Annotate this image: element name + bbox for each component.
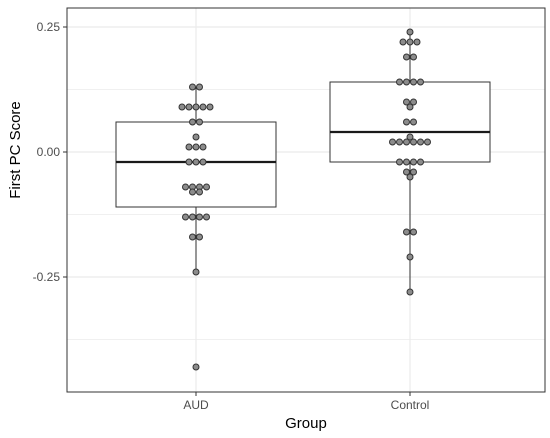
data-point	[403, 78, 410, 86]
data-point	[406, 173, 414, 181]
data-point	[413, 38, 421, 46]
data-point	[424, 138, 431, 146]
data-point	[399, 38, 407, 46]
data-point	[178, 103, 186, 111]
x-tick-label: AUD	[183, 398, 209, 412]
data-point	[189, 188, 196, 196]
data-point	[406, 288, 414, 296]
data-point	[403, 158, 410, 166]
data-point	[410, 138, 417, 146]
data-point	[196, 233, 203, 241]
data-point	[192, 268, 200, 276]
data-point	[196, 83, 203, 91]
x-axis-ticks: AUD Control	[183, 392, 429, 412]
data-point	[403, 53, 410, 61]
data-point	[189, 213, 196, 221]
x-axis-title: Group	[285, 415, 327, 432]
data-point	[192, 103, 200, 111]
data-point	[406, 103, 414, 111]
points	[178, 28, 431, 371]
data-point	[410, 168, 417, 176]
data-point	[410, 118, 417, 126]
data-point	[185, 158, 193, 166]
data-point	[410, 53, 417, 61]
data-point	[406, 28, 414, 36]
y-tick-label: -0.25	[33, 270, 61, 284]
data-point	[417, 138, 424, 146]
data-point	[403, 118, 410, 126]
panel-border	[66, 7, 546, 393]
data-point	[192, 158, 200, 166]
y-axis-title: First PC Score	[7, 101, 24, 199]
data-point	[403, 98, 410, 106]
y-tick-label: 0.25	[37, 20, 61, 34]
data-point	[182, 213, 189, 221]
data-point	[199, 158, 207, 166]
data-point	[406, 38, 414, 46]
data-point	[396, 138, 403, 146]
data-point	[192, 133, 200, 141]
data-point	[410, 158, 417, 166]
data-point	[182, 183, 189, 191]
data-point	[406, 253, 414, 261]
data-point	[410, 228, 417, 236]
data-point	[192, 143, 200, 151]
data-point	[203, 213, 210, 221]
data-point	[396, 158, 403, 166]
data-point	[196, 118, 203, 126]
data-point	[410, 78, 417, 86]
data-point	[196, 188, 203, 196]
y-tick-label: 0.00	[37, 145, 61, 159]
data-point	[199, 143, 207, 151]
x-tick-label: Control	[391, 398, 430, 412]
data-point	[189, 233, 196, 241]
y-axis-ticks: 0.25 0.00 -0.25	[33, 20, 67, 284]
data-point	[403, 138, 410, 146]
data-point	[199, 103, 207, 111]
data-point	[406, 133, 414, 141]
data-point	[403, 228, 410, 236]
data-point	[203, 183, 210, 191]
data-point	[192, 363, 200, 371]
data-point	[410, 98, 417, 106]
data-point	[185, 103, 193, 111]
data-point	[189, 118, 196, 126]
data-point	[396, 78, 403, 86]
data-point	[417, 78, 424, 86]
data-point	[189, 83, 196, 91]
data-point	[417, 158, 424, 166]
data-point	[196, 213, 203, 221]
data-point	[185, 143, 193, 151]
data-point	[389, 138, 396, 146]
data-point	[403, 168, 410, 176]
data-point	[206, 103, 214, 111]
